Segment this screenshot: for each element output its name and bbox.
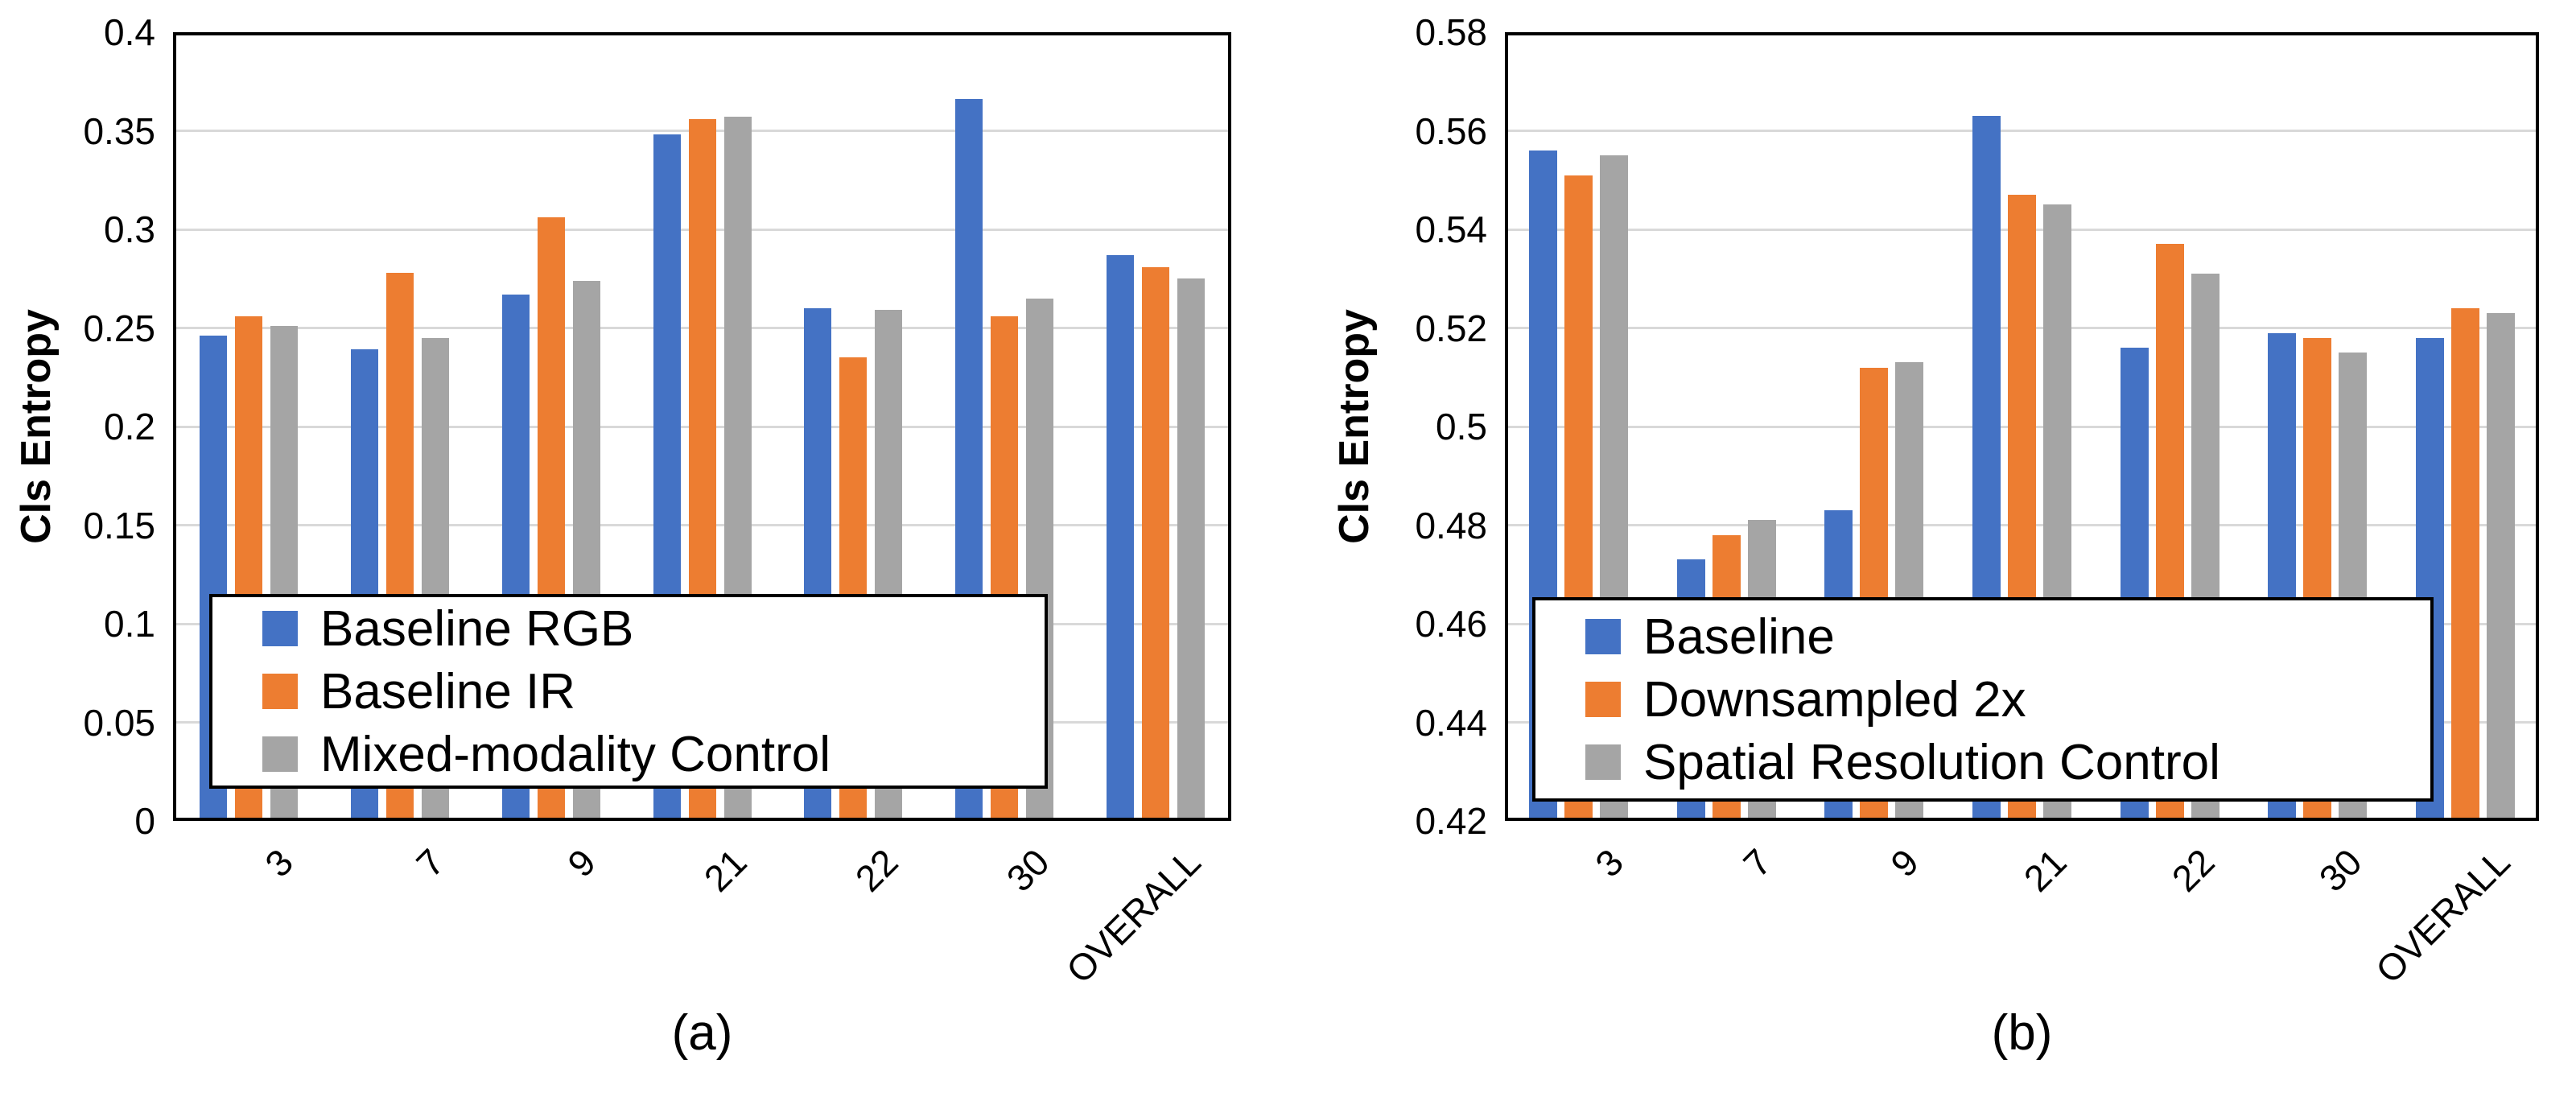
x-tick-label-7: 7 xyxy=(1734,840,1779,885)
legend-swatch-icon xyxy=(1585,744,1621,780)
legend-swatch-icon xyxy=(262,674,298,709)
x-tick-label-overall: OVERALL xyxy=(2367,840,2518,992)
x-tick-label-30: 30 xyxy=(998,840,1057,900)
legend: Baseline RGB Baseline IR Mixed-modality Co… xyxy=(209,594,1048,789)
x-tick-label-22: 22 xyxy=(2163,840,2223,900)
bar-baseline-ir-overall xyxy=(1142,266,1170,821)
y-tick-label: 0.05 xyxy=(83,701,155,744)
y-axis-title-b: Cls Entropy xyxy=(1326,32,1383,821)
legend-item-label: Baseline xyxy=(1643,608,1835,665)
y-tick-label: 0.15 xyxy=(83,504,155,546)
x-tick-label-9: 9 xyxy=(1882,840,1927,885)
x-tick-label-21: 21 xyxy=(696,840,755,900)
y-tick-label: 0.56 xyxy=(1415,109,1487,152)
y-axis-title-text: Cls Entropy xyxy=(13,309,60,544)
y-tick-label: 0.52 xyxy=(1415,307,1487,349)
bar-spatial-resolution-control-overall xyxy=(2486,313,2515,821)
legend: Baseline Downsampled 2x Spatial Resolution… xyxy=(1532,597,2434,802)
legend-item-label: Spatial Resolution Control xyxy=(1643,734,2220,790)
y-tick-label: 0.25 xyxy=(83,307,155,349)
legend-item: Baseline IR xyxy=(212,660,1045,723)
legend-item: Baseline RGB xyxy=(212,597,1045,660)
y-tick-label: 0.48 xyxy=(1415,504,1487,546)
x-tick-label-overall: OVERALL xyxy=(1057,840,1209,992)
bar-baseline-rgb-overall xyxy=(1107,254,1135,821)
y-axis-title-text: Cls Entropy xyxy=(1331,309,1379,544)
y-tick-label: 0.1 xyxy=(104,603,155,645)
legend-item-label: Mixed-modality Control xyxy=(320,726,831,782)
legend-item: Spatial Resolution Control xyxy=(1535,731,2430,794)
legend-item-label: Baseline IR xyxy=(320,663,576,720)
legend-swatch-icon xyxy=(1585,682,1621,717)
legend-item: Downsampled 2x xyxy=(1535,668,2430,731)
x-tick-label-21: 21 xyxy=(2016,840,2075,900)
x-tick-label-7: 7 xyxy=(408,840,453,885)
bar-mixed-modality-control-overall xyxy=(1177,278,1206,821)
legend-swatch-icon xyxy=(262,611,298,646)
legend-item-label: Downsampled 2x xyxy=(1643,671,2026,728)
x-tick-label-30: 30 xyxy=(2311,840,2371,900)
panel-b: Cls Entropy 0.42 0.44 0.46 0.48 0.5 0.52 0.54 0… xyxy=(1288,0,2576,1101)
panel-caption-a: (a) xyxy=(671,1005,733,1061)
y-tick-label: 0.46 xyxy=(1415,603,1487,645)
panel-a: Cls Entropy 0 0.05 0.1 0.15 0.2 0.25 0.3 0.35 0.… xyxy=(8,11,1231,1061)
legend-item: Baseline xyxy=(1535,605,2430,668)
y-tick-label: 0 xyxy=(134,800,155,842)
y-tick-label: 0.3 xyxy=(104,208,155,250)
y-axis-title-a: Cls Entropy xyxy=(8,32,64,821)
y-tick-label: 0.4 xyxy=(104,11,155,53)
x-tick-label-22: 22 xyxy=(847,840,906,900)
y-tick-label: 0.44 xyxy=(1415,701,1487,744)
legend-item-label: Baseline RGB xyxy=(320,600,634,657)
panel-caption-b: (b) xyxy=(1991,1005,2053,1061)
legend-swatch-icon xyxy=(1585,619,1621,654)
legend-swatch-icon xyxy=(262,736,298,772)
y-tick-label: 0.5 xyxy=(1436,406,1487,447)
y-tick-label: 0.35 xyxy=(83,109,155,152)
gridline xyxy=(1505,130,2539,132)
bar-downsampled-2x-overall xyxy=(2450,308,2479,821)
y-tick-label: 0.42 xyxy=(1415,800,1487,842)
x-tick-label-3: 3 xyxy=(257,840,302,885)
y-tick-label: 0.2 xyxy=(104,406,155,447)
y-tick-label: 0.54 xyxy=(1415,208,1487,250)
legend-item: Mixed-modality Control xyxy=(212,723,1045,786)
y-tick-label: 0.58 xyxy=(1415,11,1487,53)
x-tick-label-9: 9 xyxy=(559,840,604,885)
x-tick-label-3: 3 xyxy=(1587,840,1632,885)
